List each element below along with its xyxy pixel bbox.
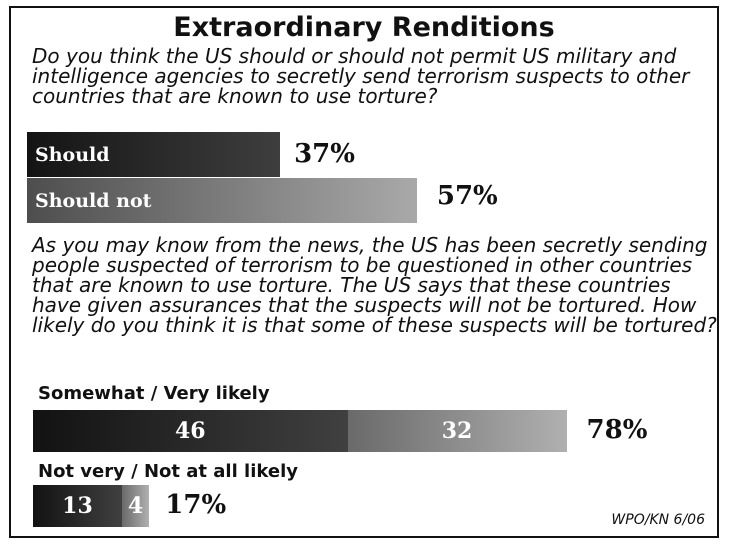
segment-label-likely-2: 32 [441, 418, 473, 444]
segment-not-at-all-likely: 4 [121, 485, 150, 527]
segment-label-not-likely-2: 4 [127, 493, 144, 519]
question-2: As you may know from the news, the US ha… [32, 233, 717, 337]
segment-not-very-likely: 13 [33, 485, 122, 527]
total-label-not-likely: 17% [165, 490, 227, 520]
total-label-likely: 78% [586, 415, 648, 445]
segment-label-likely-1: 46 [175, 418, 206, 444]
question-1: Do you think the US should or should not… [32, 44, 690, 108]
segment-likely-somewhat: 32 [347, 410, 567, 452]
source-note: WPO/KN 6/06 [611, 512, 705, 528]
bar-should-not: Should not [27, 178, 417, 223]
chart-frame: Extraordinary Renditions Do you think th… [9, 6, 719, 538]
category-label-likely: Somewhat / Very likely [38, 383, 270, 404]
segment-label-not-likely-1: 13 [62, 493, 93, 519]
value-label-should: 37% [294, 139, 355, 169]
bar-label-should: Should [35, 143, 110, 166]
value-label-should-not: 57% [436, 181, 498, 211]
category-label-not-likely: Not very / Not at all likely [38, 461, 298, 482]
chart-title: Extraordinary Renditions [173, 12, 555, 43]
bar-should: Should [27, 132, 281, 177]
segment-likely-very-somewhat: 46 [33, 410, 348, 452]
bar-label-should-not: Should not [35, 189, 152, 212]
